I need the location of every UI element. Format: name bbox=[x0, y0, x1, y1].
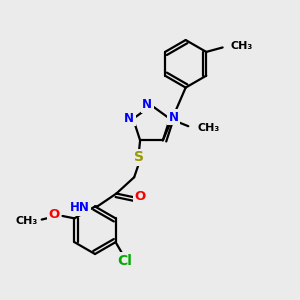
Text: Cl: Cl bbox=[117, 254, 132, 268]
Text: HN: HN bbox=[70, 201, 90, 214]
Text: O: O bbox=[134, 190, 146, 203]
Text: N: N bbox=[142, 98, 152, 111]
Text: S: S bbox=[134, 150, 144, 164]
Text: N: N bbox=[168, 111, 178, 124]
Text: O: O bbox=[48, 208, 60, 221]
Text: CH₃: CH₃ bbox=[15, 216, 37, 226]
Text: CH₃: CH₃ bbox=[231, 41, 253, 51]
Text: CH₃: CH₃ bbox=[198, 123, 220, 133]
Text: N: N bbox=[124, 112, 134, 125]
